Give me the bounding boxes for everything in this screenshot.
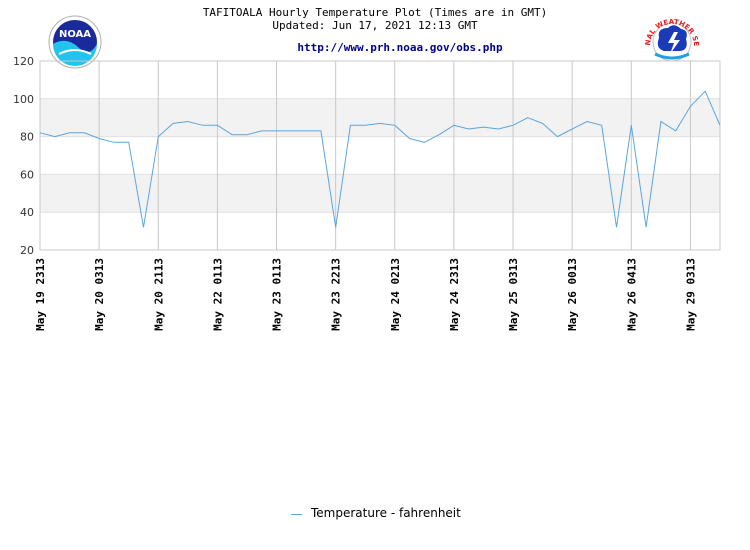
data-point: [394, 124, 396, 126]
data-point: [660, 120, 662, 122]
data-point: [54, 135, 56, 137]
x-tick-label: May 22 0113: [211, 258, 224, 331]
x-tick-label: May 26 0413: [625, 258, 638, 331]
y-tick-label: 60: [20, 168, 34, 181]
data-point: [527, 117, 529, 119]
x-tick-label: May 20 0313: [93, 258, 106, 331]
data-point: [113, 141, 115, 143]
data-point: [423, 141, 425, 143]
legend-label: Temperature - fahrenheit: [311, 506, 461, 520]
data-point: [68, 132, 70, 134]
data-point: [408, 137, 410, 139]
noaa-logo-text: NOAA: [59, 29, 91, 40]
grid-band: [40, 98, 720, 137]
data-point: [571, 128, 573, 130]
y-tick-label: 40: [20, 206, 34, 219]
data-point: [601, 124, 603, 126]
data-point: [719, 124, 721, 126]
data-point: [674, 130, 676, 132]
data-point: [645, 226, 647, 228]
x-tick-label: May 19 2313: [34, 258, 47, 331]
legend: Temperature - fahrenheit: [291, 506, 461, 520]
data-point: [497, 128, 499, 130]
data-point: [615, 226, 617, 228]
data-point: [127, 141, 129, 143]
data-point: [364, 124, 366, 126]
data-point: [467, 128, 469, 130]
data-point: [39, 132, 41, 134]
x-tick-label: May 26 0013: [566, 258, 579, 331]
data-point: [556, 135, 558, 137]
x-tick-label: May 24 2313: [448, 258, 461, 331]
y-tick-label: 100: [13, 93, 34, 106]
data-point: [379, 122, 381, 124]
data-point: [512, 124, 514, 126]
data-point: [142, 226, 144, 228]
y-tick-label: 120: [13, 55, 34, 68]
updated-timestamp: Updated: Jun 17, 2021 12:13 GMT: [272, 19, 478, 32]
x-tick-label: May 24 0213: [389, 258, 402, 331]
x-tick-label: May 20 2113: [152, 258, 165, 331]
x-tick-label: May 25 0313: [507, 258, 520, 331]
data-point: [261, 130, 263, 132]
plot-area: 20 40 60 80 100 120 May 19 2313 May 20 0313 May …: [13, 55, 721, 331]
data-point: [290, 130, 292, 132]
data-point: [187, 120, 189, 122]
nws-logo: NATIONAL WEATHER SERVICE: [644, 16, 700, 68]
data-point: [482, 126, 484, 128]
data-point: [586, 120, 588, 122]
data-point: [83, 132, 85, 134]
y-tick-label: 20: [20, 244, 34, 257]
chart-title: TAFITOALA Hourly Temperature Plot (Times…: [202, 6, 548, 19]
x-tick-label: May 23 2213: [330, 258, 343, 331]
data-point: [630, 124, 632, 126]
data-point: [704, 90, 706, 92]
data-point: [689, 105, 691, 107]
x-tick-label: May 29 0313: [684, 258, 697, 331]
data-point: [275, 130, 277, 132]
obs-link[interactable]: http://www.prh.noaa.gov/obs.php: [297, 41, 503, 54]
data-point: [453, 124, 455, 126]
legend-line-swatch: [291, 513, 302, 515]
grid-band: [40, 174, 720, 213]
data-point: [349, 124, 351, 126]
data-point: [246, 134, 248, 136]
data-point: [172, 122, 174, 124]
y-tick-label: 80: [20, 131, 34, 144]
data-point: [305, 130, 307, 132]
data-point: [320, 130, 322, 132]
data-point: [231, 134, 233, 136]
plot-border: [39, 60, 721, 251]
data-point: [438, 134, 440, 136]
data-point: [201, 124, 203, 126]
data-point: [334, 226, 336, 228]
temperature-series-line: [39, 90, 721, 228]
x-tick-label: May 23 0113: [271, 258, 284, 331]
noaa-logo: NOAA: [48, 15, 102, 69]
data-point: [216, 124, 218, 126]
data-point: [157, 135, 159, 137]
data-point: [98, 137, 100, 139]
data-point: [541, 122, 543, 124]
